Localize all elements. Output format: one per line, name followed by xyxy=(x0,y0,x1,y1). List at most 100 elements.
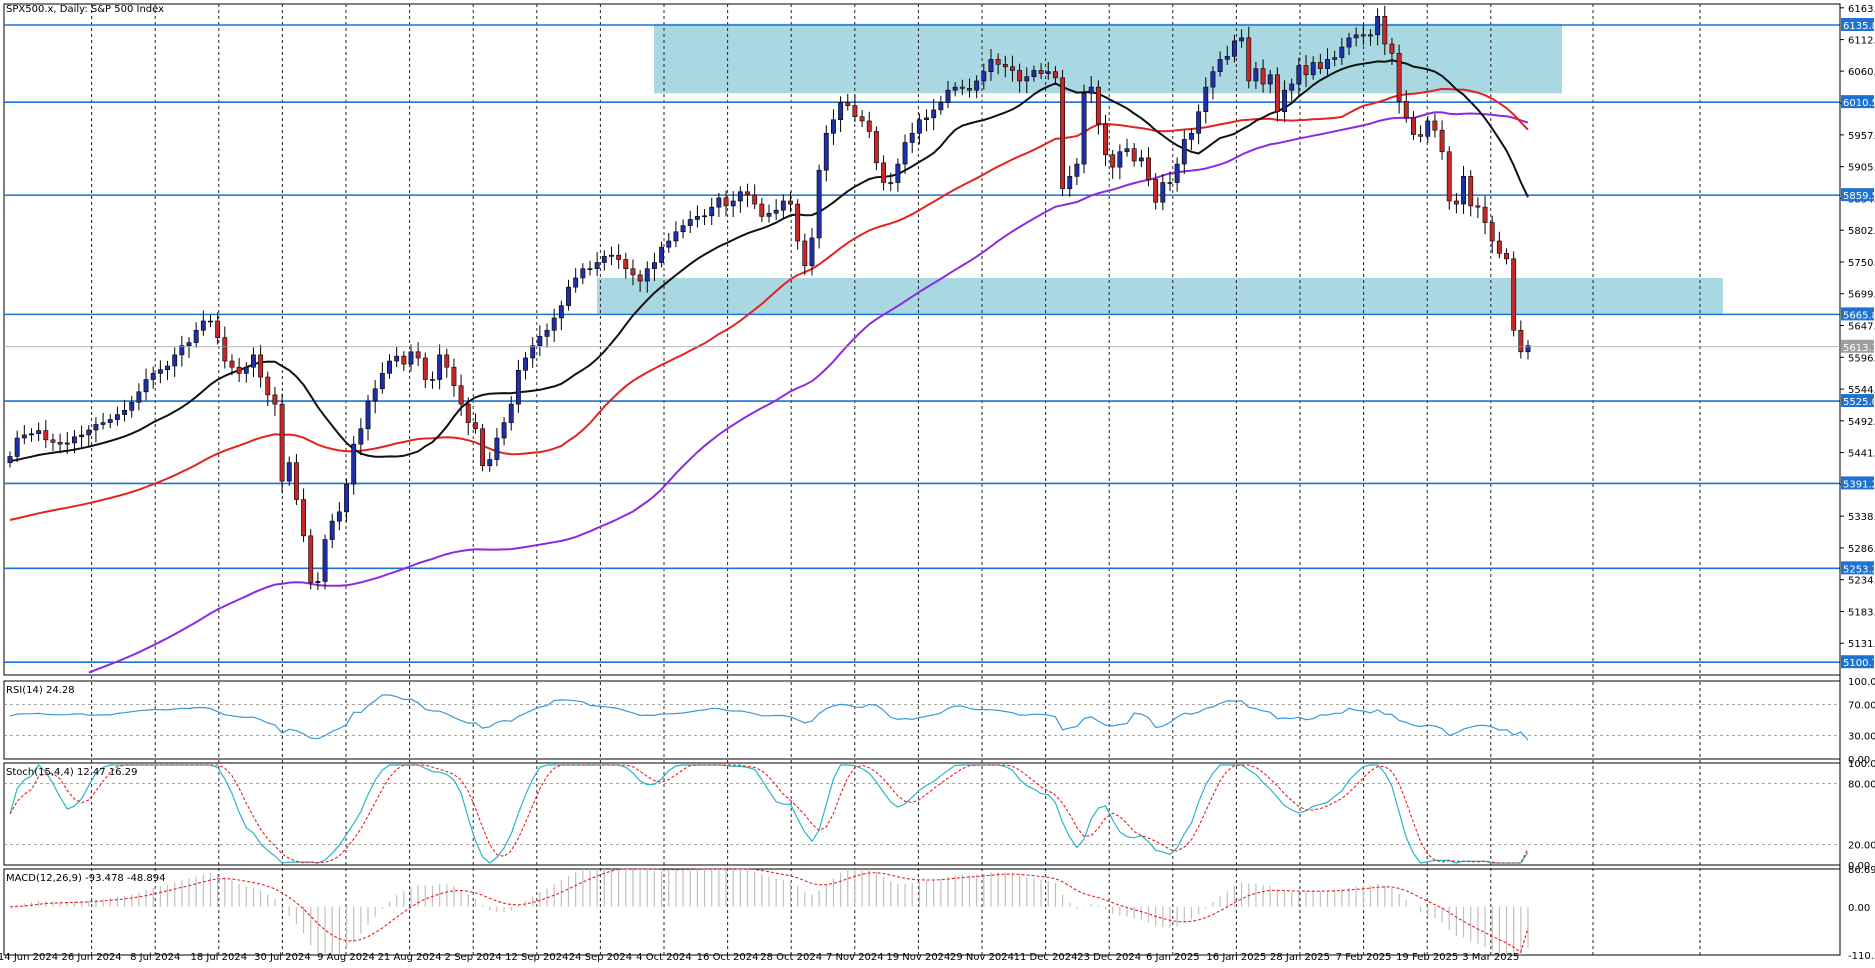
macd-panel-frame xyxy=(3,868,1841,956)
candle-bear xyxy=(845,102,851,106)
date-tick-label: 6 Jan 2025 xyxy=(1146,952,1200,963)
date-tick-label: 16 Oct 2024 xyxy=(697,952,759,963)
date-tick-label: 18 Jul 2024 xyxy=(190,952,247,963)
candle-bull xyxy=(286,462,292,482)
candle-bull xyxy=(100,422,106,425)
candle-bear xyxy=(1504,253,1509,260)
level-price-label: 5665.80 xyxy=(1843,310,1875,321)
candle-bull xyxy=(329,520,335,540)
candle-bear xyxy=(967,88,972,91)
candle-bear xyxy=(852,105,858,117)
level-price-box xyxy=(1841,561,1874,575)
candle-bull xyxy=(129,401,135,411)
candle-bear xyxy=(265,376,271,396)
macd-tick-label: -110.599 xyxy=(1848,951,1875,962)
price-tick-label: 5905.76 xyxy=(1848,163,1875,174)
macd-label: MACD(12,26,9) -93.478 -48.894 xyxy=(6,873,166,884)
price-tick-label: 5544.49 xyxy=(1848,385,1875,396)
candle-bear xyxy=(1396,52,1402,102)
candle-bear xyxy=(866,120,872,132)
candle-bull xyxy=(551,317,557,331)
candle-bull xyxy=(1081,92,1087,165)
candle-bear xyxy=(1110,154,1116,168)
price-tick-label: 5596.10 xyxy=(1848,353,1875,364)
candle-bear xyxy=(1518,329,1524,353)
candle-bull xyxy=(716,197,722,208)
candle-bull xyxy=(952,86,958,91)
candle-bear xyxy=(279,403,285,482)
candle-bull xyxy=(1024,76,1030,82)
candle-bull xyxy=(193,329,199,343)
candle-bull xyxy=(165,365,170,370)
candle-bull xyxy=(21,434,27,439)
candle-bull xyxy=(315,581,321,583)
candle-bull xyxy=(902,142,908,165)
date-tick-label: 9 Aug 2024 xyxy=(317,952,375,963)
candle-bear xyxy=(1403,100,1409,119)
date-tick-label: 28 Jan 2025 xyxy=(1270,952,1330,963)
candle-bull xyxy=(1210,71,1216,88)
candle-bull xyxy=(573,277,579,288)
candle-bull xyxy=(64,442,70,445)
date-tick-label: 7 Nov 2024 xyxy=(826,952,884,963)
candle-bear xyxy=(229,360,235,368)
date-tick-label: 19 Nov 2024 xyxy=(886,952,950,963)
level-price-label: 5253.25 xyxy=(1843,564,1875,575)
candle-bear xyxy=(301,499,307,537)
candle-bull xyxy=(694,216,700,220)
date-tick-label: 24 Sep 2024 xyxy=(569,952,632,963)
price-tick-label: 5234.83 xyxy=(1848,576,1875,587)
price-tick-label: 5338.05 xyxy=(1848,512,1875,523)
candle-bear xyxy=(1439,129,1445,153)
candle-bear xyxy=(293,462,299,500)
candle-bull xyxy=(651,262,657,270)
candle-bear xyxy=(1153,179,1159,203)
candle-bull xyxy=(1181,139,1187,165)
candle-bull xyxy=(945,89,951,103)
candle-bear xyxy=(1446,151,1452,202)
date-tick-label: 23 Dec 2024 xyxy=(1077,952,1141,963)
candle-bull xyxy=(387,360,392,374)
candle-bull xyxy=(1332,57,1338,60)
candle-bear xyxy=(401,355,407,365)
price-tick-label: 5131.61 xyxy=(1848,639,1875,650)
candle-bull xyxy=(924,117,929,121)
candle-bear xyxy=(1146,157,1151,180)
price-tick-label: 5286.44 xyxy=(1848,544,1875,555)
stoch-tick-label: 80.00 xyxy=(1848,779,1875,790)
candle-bull xyxy=(508,403,514,423)
candle-bear xyxy=(1103,123,1108,156)
candle-bull xyxy=(780,200,786,211)
candle-bear xyxy=(1432,120,1438,131)
candle-bull xyxy=(93,424,99,431)
candle-bull xyxy=(1167,182,1173,184)
candle-bull xyxy=(86,429,92,436)
candle-bear xyxy=(236,366,242,374)
candle-bear xyxy=(1052,71,1058,79)
date-tick-label: 30 Jul 2024 xyxy=(254,952,311,963)
candle-bull xyxy=(372,388,378,402)
candle-bull xyxy=(437,354,443,380)
level-price-box xyxy=(1841,476,1874,490)
rsi-label: RSI(14) 24.28 xyxy=(6,685,75,696)
price-tick-label: 5647.71 xyxy=(1848,322,1875,333)
candle-bear xyxy=(1382,16,1388,45)
candle-bear xyxy=(1453,200,1459,205)
candle-bull xyxy=(114,414,120,420)
candle-bull xyxy=(515,369,521,405)
candle-bear xyxy=(723,197,729,207)
candle-bull xyxy=(916,119,922,134)
date-tick-label: 21 Aug 2024 xyxy=(378,952,442,963)
candle-bear xyxy=(215,320,221,338)
candle-bull xyxy=(1088,86,1094,94)
candle-bull xyxy=(938,102,944,111)
candle-bull xyxy=(379,373,385,390)
candle-bear xyxy=(50,439,56,443)
candle-bear xyxy=(1017,70,1023,82)
candle-bull xyxy=(351,443,357,485)
candle-bear xyxy=(1317,62,1323,69)
candle-bull xyxy=(888,182,894,184)
candle-bull xyxy=(150,373,156,380)
price-axis: 6163.816112.206060.996008.765957.375905.… xyxy=(4,4,1875,955)
